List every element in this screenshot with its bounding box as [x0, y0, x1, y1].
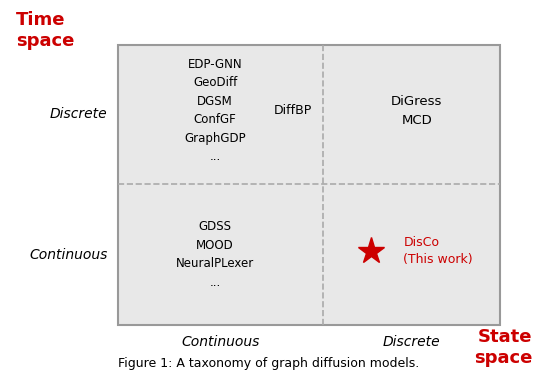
- Text: Discrete: Discrete: [50, 107, 108, 121]
- Text: Continuous: Continuous: [29, 248, 108, 261]
- Text: Figure 1: A taxonomy of graph diffusion models.: Figure 1: A taxonomy of graph diffusion …: [118, 357, 420, 370]
- Text: Continuous: Continuous: [181, 335, 260, 349]
- FancyBboxPatch shape: [118, 45, 500, 325]
- Text: DiffBP: DiffBP: [274, 104, 312, 117]
- Text: EDP-GNN
GeoDiff
DGSM
ConfGF
GraphGDP
...: EDP-GNN GeoDiff DGSM ConfGF GraphGDP ...: [185, 58, 246, 163]
- Text: DiGress
MCD: DiGress MCD: [391, 95, 443, 126]
- Text: GDSS
MOOD
NeuralPLexer
...: GDSS MOOD NeuralPLexer ...: [176, 220, 254, 289]
- Text: Discrete: Discrete: [383, 335, 440, 349]
- Text: State
space: State space: [474, 328, 533, 367]
- Text: DisCo
(This work): DisCo (This work): [404, 236, 473, 266]
- Text: Time
space: Time space: [16, 11, 75, 50]
